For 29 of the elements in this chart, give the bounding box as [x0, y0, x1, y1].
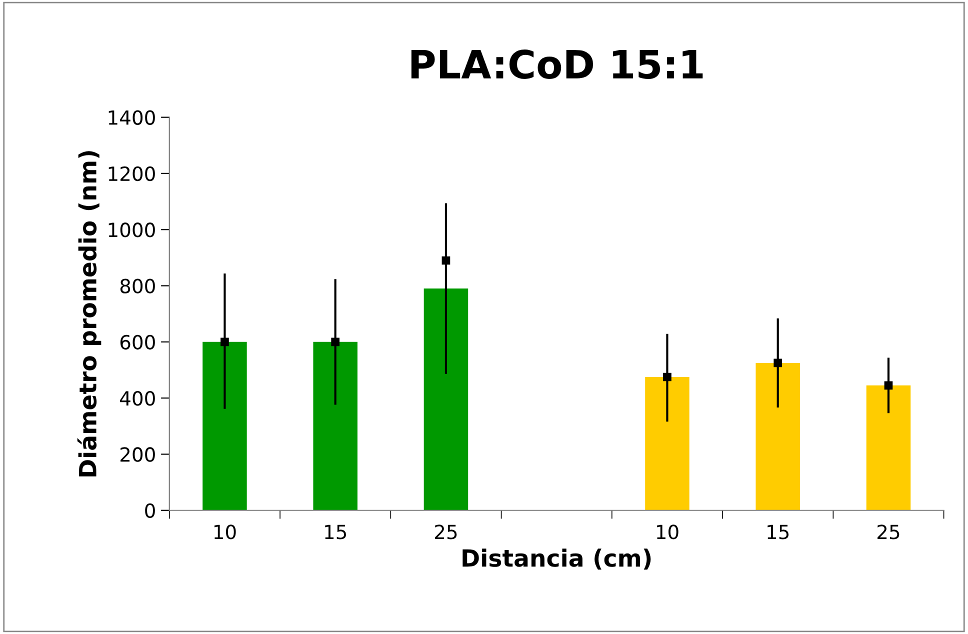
point [331, 338, 340, 346]
point [663, 372, 672, 382]
y-tick-label: 1000 [108, 222, 155, 238]
bar [866, 385, 911, 510]
point [884, 381, 893, 390]
x-tick-label: 15 [768, 524, 789, 540]
x-tick-label: 25 [435, 524, 457, 540]
x-axis-title: Distancia (cm) [462, 548, 651, 570]
bar [313, 342, 358, 510]
chart-title: PLA:CoD 15:1 [411, 50, 703, 79]
x-tick-label: 10 [214, 524, 236, 540]
bar [756, 362, 800, 510]
x-tick-label: 25 [878, 524, 900, 540]
bar [424, 288, 468, 510]
point [774, 358, 782, 368]
x-tick-label: 10 [656, 524, 678, 540]
y-tick-label: 600 [120, 334, 155, 350]
point [220, 338, 229, 346]
bar [645, 377, 690, 510]
x-tick-label: 15 [325, 524, 346, 540]
bar [202, 342, 247, 510]
y-tick-label: 400 [120, 391, 155, 406]
point [442, 256, 450, 265]
y-tick-label: 0 [145, 503, 155, 518]
y-tick-label: 1200 [108, 166, 155, 182]
y-axis-title: Diámetro promedio (nm) [77, 151, 102, 476]
y-tick-label: 200 [120, 447, 155, 462]
y-tick-label: 1400 [108, 110, 155, 125]
y-tick-label: 800 [120, 278, 155, 294]
